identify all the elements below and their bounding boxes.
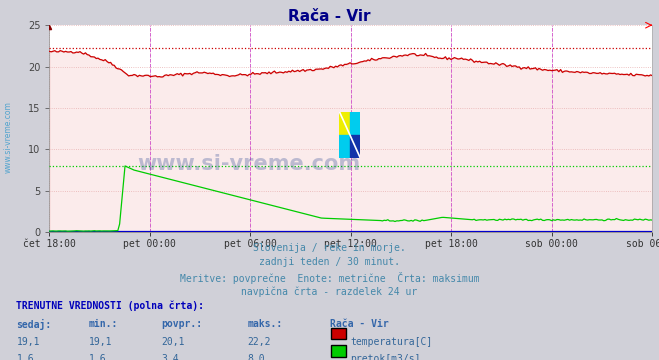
Text: min.:: min.: bbox=[89, 319, 119, 329]
Text: povpr.:: povpr.: bbox=[161, 319, 202, 329]
Text: sedaj:: sedaj: bbox=[16, 319, 51, 330]
Text: www.si-vreme.com: www.si-vreme.com bbox=[137, 154, 360, 174]
Text: maks.:: maks.: bbox=[247, 319, 282, 329]
Text: Rača - Vir: Rača - Vir bbox=[330, 319, 388, 329]
Text: Meritve: povprečne  Enote: metrične  Črta: maksimum: Meritve: povprečne Enote: metrične Črta:… bbox=[180, 272, 479, 284]
Bar bbox=[350, 135, 360, 158]
Text: Slovenija / reke in morje.: Slovenija / reke in morje. bbox=[253, 243, 406, 253]
Bar bbox=[339, 135, 350, 158]
Bar bbox=[350, 112, 360, 135]
Text: 1,6: 1,6 bbox=[89, 354, 107, 360]
Text: 8,0: 8,0 bbox=[247, 354, 265, 360]
Text: pretok[m3/s]: pretok[m3/s] bbox=[351, 354, 421, 360]
Text: Rača - Vir: Rača - Vir bbox=[288, 9, 371, 24]
Text: temperatura[C]: temperatura[C] bbox=[351, 337, 433, 347]
Text: navpična črta - razdelek 24 ur: navpična črta - razdelek 24 ur bbox=[241, 286, 418, 297]
Bar bbox=[339, 112, 350, 135]
Text: www.si-vreme.com: www.si-vreme.com bbox=[3, 101, 13, 173]
Text: zadnji teden / 30 minut.: zadnji teden / 30 minut. bbox=[259, 257, 400, 267]
Text: 19,1: 19,1 bbox=[89, 337, 113, 347]
Text: 3,4: 3,4 bbox=[161, 354, 179, 360]
Text: 22,2: 22,2 bbox=[247, 337, 271, 347]
Text: TRENUTNE VREDNOSTI (polna črta):: TRENUTNE VREDNOSTI (polna črta): bbox=[16, 301, 204, 311]
Text: 1,6: 1,6 bbox=[16, 354, 34, 360]
Text: 19,1: 19,1 bbox=[16, 337, 40, 347]
Text: 20,1: 20,1 bbox=[161, 337, 185, 347]
